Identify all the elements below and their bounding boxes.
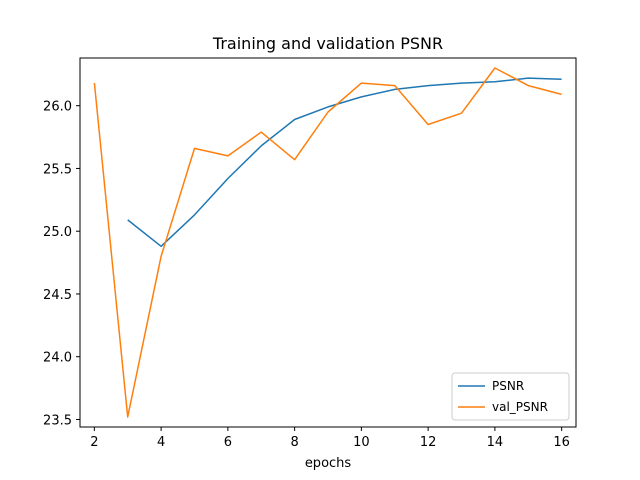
series-layer (93, 67, 562, 418)
legend-box (451, 372, 570, 421)
legend: PSNR val_PSNR (451, 372, 570, 421)
series-line-psnr (127, 77, 562, 248)
y-axis: 23.5 24.0 24.5 25.0 25.5 26.0 (43, 100, 80, 428)
y-tick-label: 24.0 (43, 351, 72, 366)
y-tick-label: 23.5 (43, 413, 72, 428)
y-tick-label: 25.5 (43, 162, 72, 177)
y-tick-label: 25.0 (43, 225, 72, 240)
y-tick-label: 26.0 (43, 100, 72, 115)
x-axis-label: epochs (305, 456, 352, 471)
x-tick-label: 6 (224, 435, 232, 450)
x-axis: 2 4 6 8 10 12 14 16 (90, 427, 570, 450)
x-tick-label: 12 (420, 435, 437, 450)
y-tick-label: 24.5 (43, 288, 72, 303)
series-line-val-psnr (93, 67, 562, 418)
x-tick-label: 10 (353, 435, 370, 450)
x-tick-label: 8 (290, 435, 298, 450)
plot-area-frame (79, 57, 577, 428)
x-tick-label: 4 (157, 435, 165, 450)
x-tick-label: 16 (553, 435, 570, 450)
x-tick-label: 14 (487, 435, 504, 450)
x-tick-label: 2 (90, 435, 98, 450)
chart-title: Training and validation PSNR (212, 34, 443, 53)
legend-label: PSNR (492, 379, 524, 393)
legend-label: val_PSNR (492, 400, 548, 414)
